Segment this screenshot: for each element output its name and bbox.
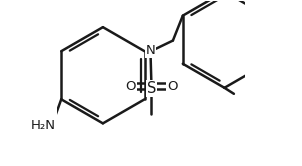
Text: O: O [126, 81, 136, 93]
Text: O: O [167, 81, 177, 93]
Text: S: S [147, 81, 156, 96]
Text: H₂N: H₂N [31, 119, 56, 132]
Text: N: N [146, 44, 156, 57]
